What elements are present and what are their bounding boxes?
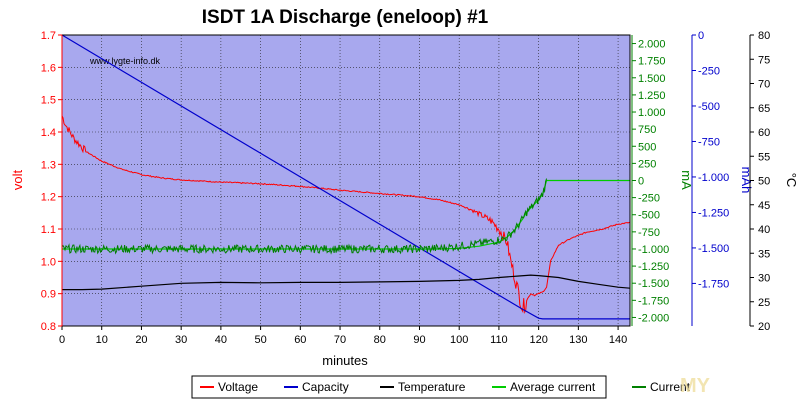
series-line-current [61, 178, 548, 255]
y-tick-label-mA: 0 [638, 176, 644, 188]
y-tick-label-mA: 250 [638, 158, 656, 170]
y-tick-label-mA: -750 [638, 227, 660, 239]
y-tick-label-volt: 0.9 [41, 289, 56, 301]
plot-background [62, 35, 630, 326]
y-tick-label-mAh: 0 [698, 30, 704, 42]
legend: Voltage Capacity Temperature Average curren… [191, 375, 691, 399]
y-tick-label-temp: 80 [758, 30, 770, 42]
watermark-text: www.lygte-info.dk [89, 56, 161, 66]
legend-label-current: Current [650, 380, 691, 394]
legend-label-temperature: Temperature [398, 380, 466, 394]
y-tick-label-volt: 1.2 [41, 192, 56, 204]
y-tick-label-temp: 35 [758, 248, 770, 260]
y-tick-label-mAh: -500 [698, 101, 720, 113]
y-tick-label-mA: -1.750 [638, 295, 669, 307]
y-tick-label-mA: -1.250 [638, 261, 669, 273]
y-tick-label-mA: 1.000 [638, 107, 666, 119]
x-tick-label: 90 [413, 334, 425, 346]
y-tick-label-mA: 1.750 [638, 56, 666, 68]
axes: 0 10 20 30 40 50 60 70 80 90 100 110 120 130 140 0.8 0.9… [10, 30, 799, 346]
y-tick-label-temp: 60 [758, 127, 770, 139]
y-tick-label-temp: 25 [758, 297, 770, 309]
y-tick-label-mA: 500 [638, 141, 656, 153]
x-tick-label: 100 [450, 334, 468, 346]
legend-label-voltage: Voltage [218, 380, 258, 394]
y-tick-label-volt: 1.4 [41, 127, 56, 139]
legend-label-capacity: Capacity [302, 380, 349, 394]
y-tick-label-mA: 750 [638, 124, 656, 136]
series-line-voltage [61, 115, 631, 315]
series-line-capacity [61, 34, 630, 320]
chart-title: ISDT 1A Discharge (eneloop) #1 [202, 7, 489, 28]
x-tick-label: 60 [294, 334, 306, 346]
y-tick-label-mA: 2.000 [638, 39, 666, 51]
legend-box [191, 375, 607, 399]
x-tick-label: 70 [334, 334, 346, 346]
y-tick-label-mAh: -1.500 [698, 243, 729, 255]
corner-watermark: MY [680, 375, 711, 397]
y-tick-label-mAh: -250 [698, 65, 720, 77]
x-tick-label: 110 [490, 334, 508, 346]
y-tick-label-volt: 1.0 [41, 256, 56, 268]
y-tick-label-mA: -500 [638, 210, 660, 222]
y-tick-label-volt: 1.3 [41, 159, 56, 171]
y-tick-label-mAh: -1.250 [698, 207, 729, 219]
series-line-average-current [62, 179, 630, 250]
x-tick-label: 140 [609, 334, 627, 346]
x-tick-label: 50 [254, 334, 266, 346]
plot-area: www.lygte-info.dk [61, 34, 631, 327]
y-tick-label-temp: 20 [758, 321, 770, 333]
y-tick-label-temp: 30 [758, 273, 770, 285]
x-tick-label: 30 [175, 334, 187, 346]
y-tick-label-temp: 50 [758, 176, 770, 188]
legend-label-average-current: Average current [510, 380, 596, 394]
y-tick-label-mAh: -1.750 [698, 278, 729, 290]
y-tick-label-volt: 1.6 [41, 62, 56, 74]
x-tick-label: 40 [215, 334, 227, 346]
y-tick-label-mAh: -750 [698, 136, 720, 148]
x-tick-label: 80 [374, 334, 386, 346]
y-tick-label-mA: -1.000 [638, 244, 669, 256]
x-tick-label: 0 [59, 334, 65, 346]
y-tick-label-temp: 40 [758, 224, 770, 236]
y-axis-label-temp: °C [784, 173, 799, 188]
y-tick-label-temp: 45 [758, 200, 770, 212]
y-tick-label-temp: 70 [758, 79, 770, 91]
y-tick-label-volt: 1.5 [41, 95, 56, 107]
y-tick-label-mA: 1.500 [638, 73, 666, 85]
y-tick-label-mAh: -1.000 [698, 172, 729, 184]
x-tick-label: 130 [569, 334, 587, 346]
y-tick-label-temp: 65 [758, 103, 770, 115]
series-line-temperature [62, 274, 631, 291]
x-tick-label: 20 [135, 334, 147, 346]
y-tick-label-temp: 55 [758, 151, 770, 163]
y-tick-label-mA: 1.250 [638, 90, 666, 102]
x-tick-label: 120 [529, 334, 547, 346]
y-tick-label-volt: 1.7 [41, 30, 56, 42]
y-axis-label-volt: volt [10, 169, 25, 190]
y-axis-label-mA: mA [679, 170, 694, 190]
x-axis-label: minutes [322, 353, 368, 368]
y-tick-label-volt: 0.8 [41, 321, 56, 333]
y-tick-label-mA: -2.000 [638, 312, 669, 324]
x-tick-label: 10 [96, 334, 108, 346]
y-tick-label-temp: 75 [758, 54, 770, 66]
y-tick-label-mA: -1.500 [638, 278, 669, 290]
y-tick-label-volt: 1.1 [41, 224, 56, 236]
y-tick-label-mA: -250 [638, 193, 660, 205]
